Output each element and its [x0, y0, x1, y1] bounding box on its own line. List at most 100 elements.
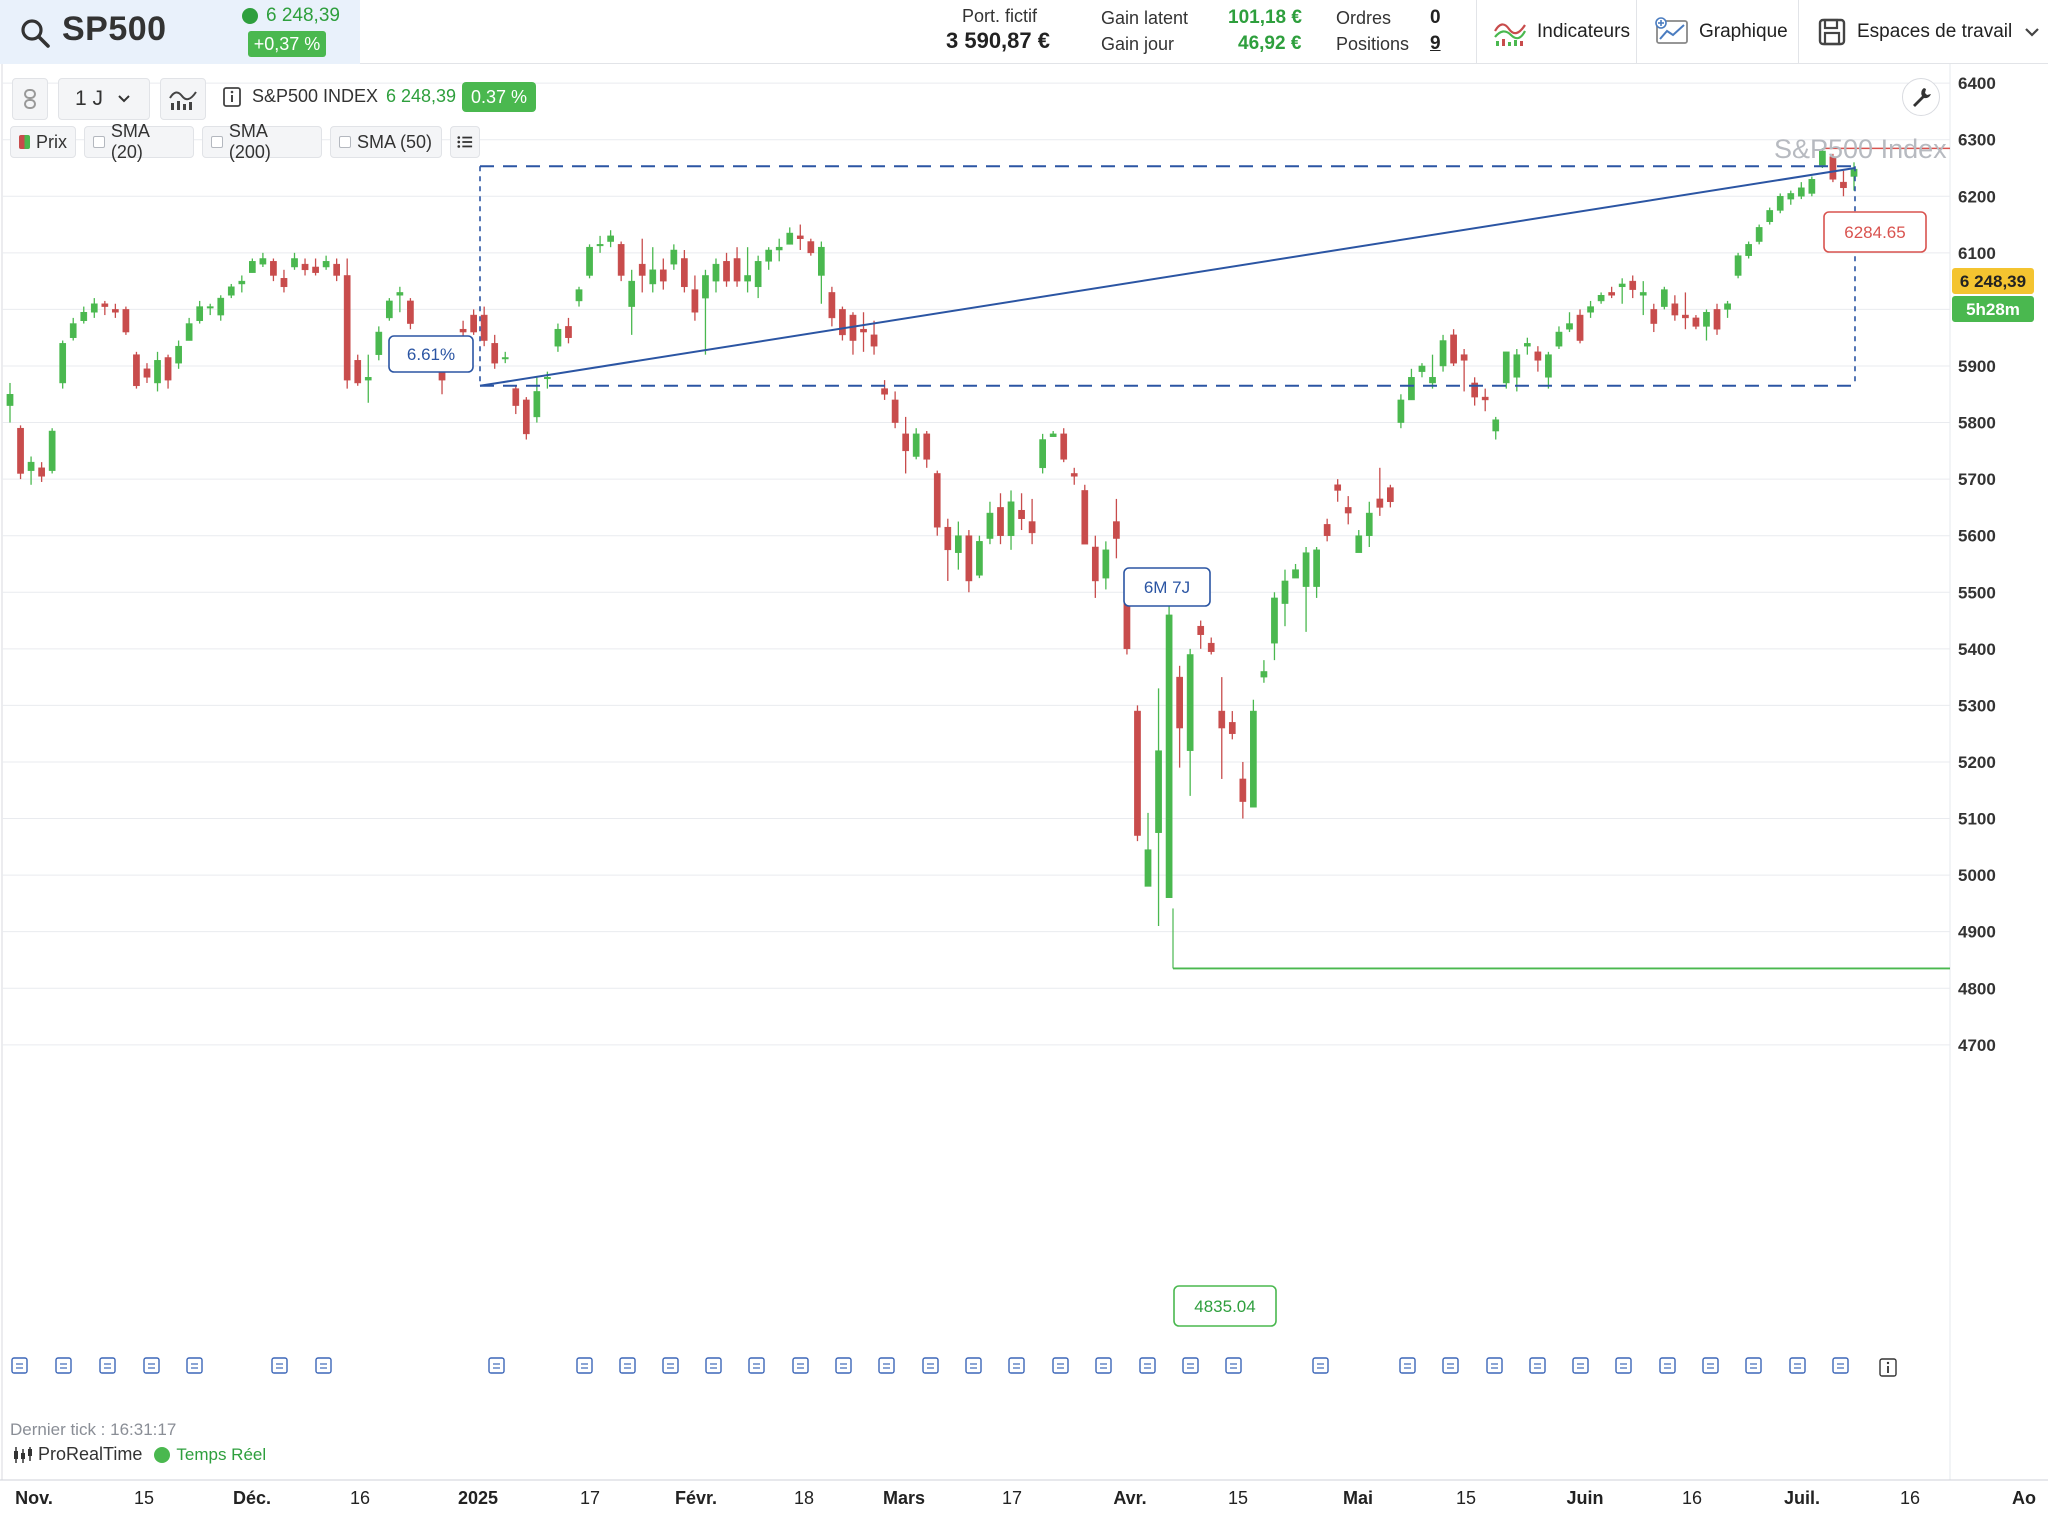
candle[interactable]: [1228, 711, 1236, 740]
candle[interactable]: [522, 397, 530, 440]
candle[interactable]: [1692, 315, 1700, 330]
candle[interactable]: [175, 340, 182, 369]
candle[interactable]: [1397, 394, 1405, 429]
candle[interactable]: [196, 300, 204, 324]
candle[interactable]: [881, 380, 888, 400]
candle[interactable]: [80, 306, 88, 324]
candle[interactable]: [965, 530, 973, 593]
symbol-name[interactable]: SP500: [62, 10, 167, 48]
candle[interactable]: [1492, 416, 1500, 440]
candle[interactable]: [659, 258, 667, 290]
portfolio-value[interactable]: 3 590,87 €: [946, 28, 1050, 53]
candle[interactable]: [1334, 479, 1342, 502]
candle[interactable]: [554, 323, 562, 352]
candle[interactable]: [1597, 292, 1605, 304]
candle[interactable]: [1060, 428, 1068, 463]
candle[interactable]: [1429, 354, 1436, 389]
candle[interactable]: [1545, 351, 1552, 389]
candle[interactable]: [1165, 603, 1173, 898]
event-calendar-icon[interactable]: [662, 1357, 679, 1374]
candle[interactable]: [723, 252, 730, 287]
measure-duration-label[interactable]: 6M 7J: [1123, 567, 1211, 607]
candle[interactable]: [1134, 705, 1141, 842]
legend-sma50[interactable]: SMA (50): [330, 126, 442, 158]
event-markers[interactable]: [11, 1357, 1897, 1377]
candle[interactable]: [912, 428, 920, 460]
chart-settings-button[interactable]: [1902, 78, 1940, 116]
candle[interactable]: [322, 255, 330, 270]
event-calendar-icon[interactable]: [1182, 1357, 1199, 1374]
candle[interactable]: [1840, 170, 1847, 197]
event-calendar-icon[interactable]: [1529, 1357, 1546, 1374]
candle[interactable]: [902, 416, 910, 474]
candle[interactable]: [375, 326, 383, 361]
candle[interactable]: [860, 312, 867, 352]
event-calendar-icon[interactable]: [1572, 1357, 1589, 1374]
legend-sma20[interactable]: SMA (20): [84, 121, 194, 162]
candle[interactable]: [691, 275, 699, 321]
candle[interactable]: [1387, 484, 1394, 508]
indicators-button[interactable]: Indicateurs: [1476, 0, 1636, 64]
candle[interactable]: [1819, 148, 1826, 168]
candle[interactable]: [712, 258, 720, 293]
candle[interactable]: [1186, 648, 1194, 796]
event-calendar-icon[interactable]: [143, 1357, 160, 1374]
candle[interactable]: [628, 269, 636, 335]
event-calendar-icon[interactable]: [792, 1357, 809, 1374]
candle[interactable]: [38, 462, 45, 482]
candle[interactable]: [1713, 303, 1721, 335]
candle[interactable]: [1766, 207, 1774, 225]
legend-list-button[interactable]: [450, 126, 480, 158]
candle[interactable]: [1028, 498, 1036, 545]
candle[interactable]: [617, 241, 625, 282]
candle[interactable]: [1081, 484, 1089, 545]
candle[interactable]: [238, 275, 246, 293]
candle[interactable]: [1608, 286, 1615, 299]
price-chart[interactable]: 6.61% 6M 7J 6284.65 4835.04 4700 4800 4900 500…: [0, 64, 2048, 1518]
time-axis[interactable]: Nov. 15 Déc. 16 2025 17 Févr. 18 Mars 17 Avr. 15 Mai…: [0, 1479, 2048, 1508]
candle[interactable]: [206, 303, 214, 316]
candle[interactable]: [1281, 569, 1289, 627]
candle[interactable]: [1070, 467, 1078, 485]
candle[interactable]: [164, 354, 172, 389]
candle[interactable]: [997, 493, 1004, 545]
candle[interactable]: [1144, 812, 1152, 887]
link-toggle-button[interactable]: [12, 78, 48, 120]
candle[interactable]: [986, 501, 994, 545]
candle[interactable]: [1629, 275, 1637, 299]
event-calendar-icon[interactable]: [55, 1357, 72, 1374]
event-calendar-icon[interactable]: [1832, 1357, 1849, 1374]
candle[interactable]: [891, 391, 899, 429]
event-calendar-icon[interactable]: [1139, 1357, 1156, 1374]
event-calendar-icon[interactable]: [315, 1357, 332, 1374]
event-calendar-icon[interactable]: [705, 1357, 722, 1374]
candle[interactable]: [396, 286, 404, 313]
candle[interactable]: [1481, 388, 1489, 412]
candle[interactable]: [670, 244, 678, 270]
candle[interactable]: [17, 425, 24, 480]
candle[interactable]: [1734, 252, 1742, 279]
candle[interactable]: [1207, 637, 1215, 655]
event-calendar-icon[interactable]: [878, 1357, 895, 1374]
candle[interactable]: [1439, 334, 1447, 372]
candle[interactable]: [839, 306, 846, 341]
event-calendar-icon[interactable]: [748, 1357, 765, 1374]
candle[interactable]: [101, 300, 109, 316]
candle[interactable]: [1102, 541, 1110, 590]
orders-value[interactable]: 0: [1430, 7, 1441, 28]
event-calendar-icon[interactable]: [619, 1357, 636, 1374]
candle[interactable]: [1797, 182, 1805, 200]
candle[interactable]: [1113, 498, 1120, 559]
sma50-checkbox[interactable]: [339, 136, 351, 148]
candle[interactable]: [1313, 547, 1320, 598]
candle[interactable]: [185, 317, 193, 341]
event-calendar-icon[interactable]: [1486, 1357, 1503, 1374]
candle[interactable]: [786, 227, 794, 245]
candle[interactable]: [1534, 346, 1542, 372]
chart-button[interactable]: Graphique: [1636, 0, 1798, 64]
candle[interactable]: [480, 306, 488, 347]
candle[interactable]: [1091, 535, 1099, 598]
measure-percent-label[interactable]: 6.61%: [388, 335, 474, 373]
candle[interactable]: [1007, 490, 1015, 550]
event-calendar-icon[interactable]: [922, 1357, 939, 1374]
